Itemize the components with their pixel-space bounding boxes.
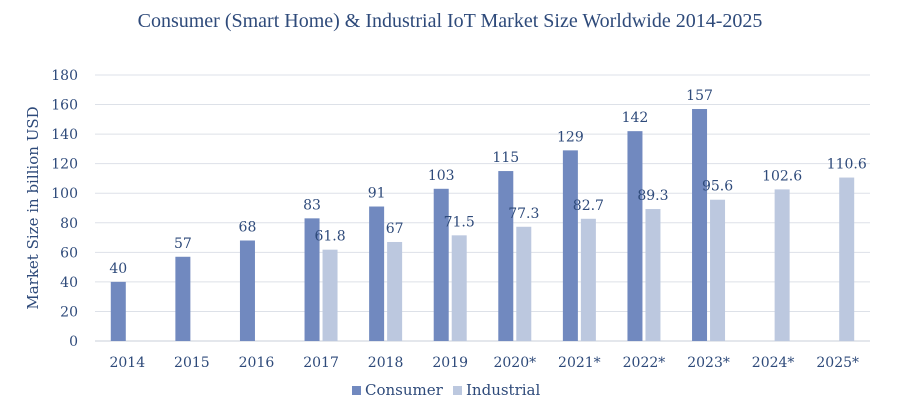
data-label: 110.6 — [827, 157, 867, 173]
bar-industrial — [580, 218, 596, 341]
bar-consumer — [369, 206, 385, 341]
legend-swatch-industrial — [453, 386, 462, 395]
y-tick-label: 180 — [51, 68, 78, 84]
y-axis-title: Market Size in billion USD — [24, 106, 42, 309]
bar-industrial — [322, 249, 338, 341]
bar-consumer — [692, 108, 708, 341]
x-tick-label: 2019 — [432, 355, 468, 371]
bar-consumer — [562, 150, 578, 341]
y-tick-label: 140 — [51, 127, 78, 143]
y-tick-label: 160 — [51, 98, 78, 114]
data-label: 115 — [492, 150, 519, 166]
data-label: 71.5 — [444, 214, 475, 230]
y-tick-label: 120 — [51, 157, 78, 173]
bar-industrial — [839, 177, 855, 341]
legend-label-consumer: Consumer — [365, 381, 444, 399]
x-tick-label: 2023* — [687, 355, 730, 371]
x-tick-label: 2014 — [109, 355, 145, 371]
data-label: 95.6 — [702, 179, 733, 195]
x-tick-label: 2017 — [303, 355, 339, 371]
x-tick-label: 2025* — [816, 355, 859, 371]
data-label: 82.7 — [573, 198, 604, 214]
bar-industrial — [516, 226, 532, 341]
bar-consumer — [175, 256, 191, 341]
x-tick-label: 2022* — [623, 355, 666, 371]
data-label: 129 — [557, 129, 584, 145]
chart-title: Consumer (Smart Home) & Industrial IoT M… — [137, 10, 763, 32]
bar-consumer — [498, 171, 514, 341]
data-label: 67 — [386, 221, 404, 237]
bar-consumer — [433, 188, 449, 341]
data-label: 142 — [622, 110, 649, 126]
data-label: 83 — [303, 197, 321, 213]
data-label: 68 — [239, 220, 257, 236]
bar-industrial — [774, 189, 790, 341]
data-label: 57 — [174, 236, 192, 252]
x-tick-label: 2024* — [752, 355, 795, 371]
y-tick-label: 80 — [60, 216, 78, 232]
y-tick-label: 60 — [60, 245, 78, 261]
y-tick-label: 0 — [69, 334, 78, 350]
y-tick-label: 40 — [60, 275, 78, 291]
y-tick-label: 20 — [60, 304, 78, 320]
bar-consumer — [110, 281, 126, 341]
data-label: 102.6 — [762, 168, 802, 184]
data-label: 77.3 — [508, 206, 539, 222]
x-tick-label: 2016 — [239, 355, 275, 371]
legend-label-industrial: Industrial — [466, 381, 540, 399]
bar-industrial — [645, 209, 661, 341]
data-label: 91 — [368, 186, 386, 202]
bar-industrial — [710, 199, 726, 341]
bar-consumer — [239, 240, 255, 341]
data-label: 89.3 — [637, 188, 668, 204]
data-label: 157 — [686, 88, 713, 104]
bar-consumer — [304, 218, 320, 341]
data-label: 40 — [109, 261, 127, 277]
x-tick-label: 2015 — [174, 355, 210, 371]
bar-industrial — [451, 235, 467, 341]
bar-industrial — [387, 241, 403, 341]
x-tick-label: 2018 — [368, 355, 404, 371]
y-tick-label: 100 — [51, 186, 78, 202]
data-label: 103 — [428, 168, 455, 184]
legend-swatch-consumer — [352, 386, 361, 395]
data-label: 61.8 — [314, 229, 345, 245]
x-tick-label: 2020* — [493, 355, 536, 371]
x-tick-label: 2021* — [558, 355, 601, 371]
bar-consumer — [627, 131, 643, 341]
